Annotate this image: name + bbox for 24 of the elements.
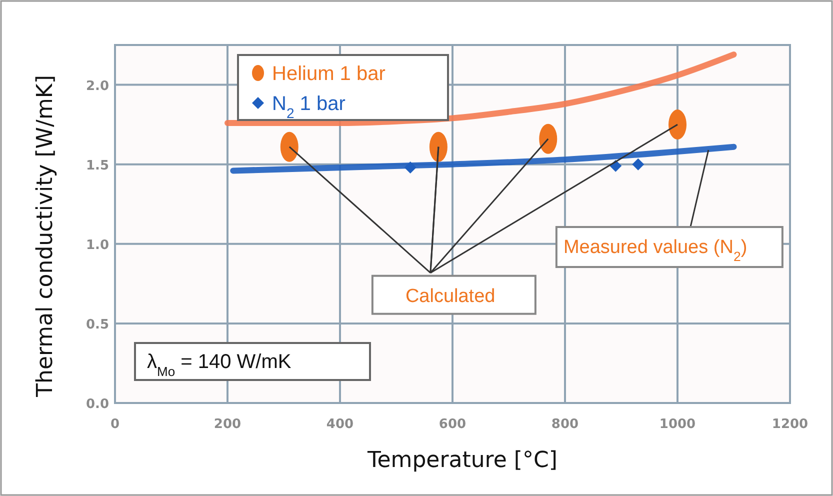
point [404,162,416,174]
annotation: Measured values (N$_{2}$) [563,237,748,264]
x-tick-label: 600 [438,417,466,432]
x-tick-label: 1200 [772,417,808,432]
point [632,158,644,170]
x-tick-label: 0 [110,417,120,432]
text-box: λ$_{Mo}$ = 140 W/mK [134,342,371,381]
y-tick-label: 1.5 [86,158,109,174]
text-box: Measured values (N$_{2}$) [555,226,784,268]
y-axis-title: Thermal conductivity [W/mK] [33,75,58,398]
x-tick-label: 1000 [659,417,696,432]
x-axis-title: Temperature [°C] [366,448,558,473]
text-box: Calculated [371,274,536,315]
y-tick-label: 1.0 [86,238,109,253]
y-tick-label: 2.0 [86,78,109,94]
annotation: Calculated [405,286,496,307]
x-tick-label: 800 [551,417,579,432]
x-tick-label: 400 [326,417,354,432]
legend-label: Helium 1 bar [272,63,386,85]
y-tick-label: 0.5 [86,317,109,332]
x-tick-label: 200 [214,417,242,432]
annotation: λ$_{Mo}$ = 140 W/mK [147,351,292,378]
legend-label: N$_{2}$ 1 bar [272,93,346,121]
y-tick-label: 0.0 [86,397,109,412]
